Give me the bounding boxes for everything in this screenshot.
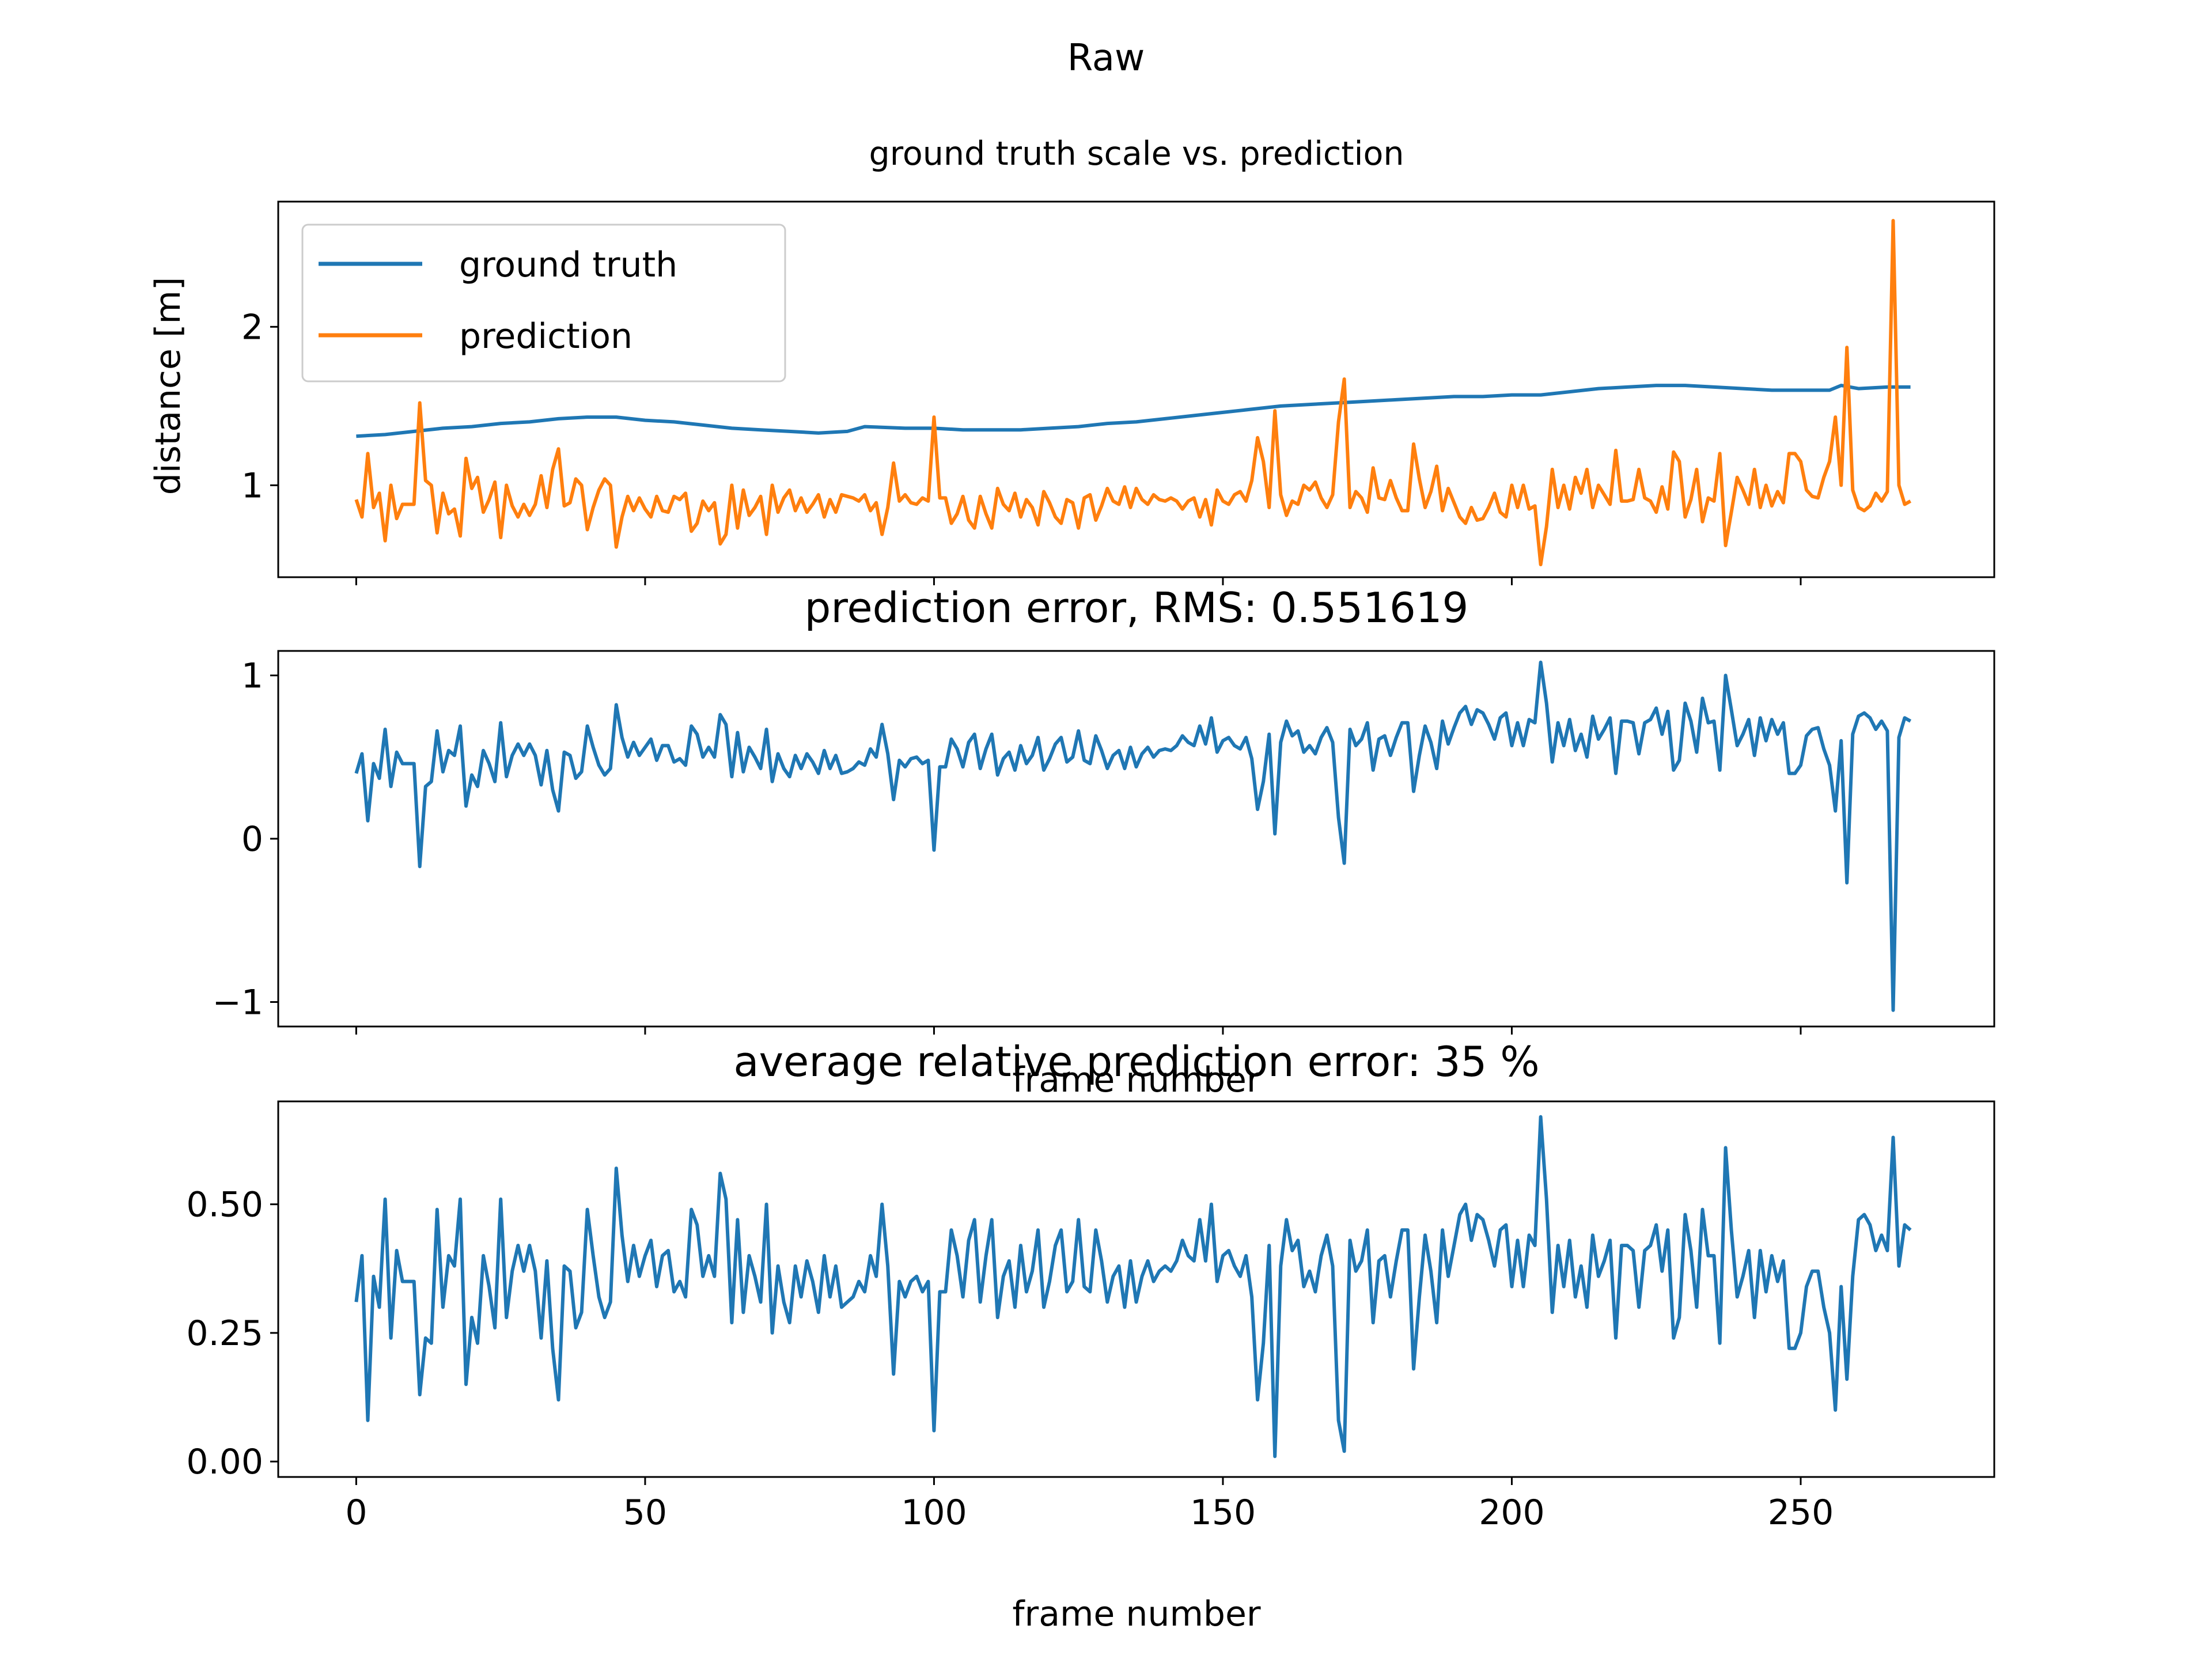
series-line-prediction xyxy=(354,219,1912,566)
y-tick-label: −1 xyxy=(213,982,263,1022)
y-tick-label: 0.00 xyxy=(186,1442,263,1482)
axes-frame xyxy=(277,650,1995,1028)
series-line-error xyxy=(354,1115,1912,1459)
x-tick-label: 250 xyxy=(1768,1493,1834,1533)
panel-scale-vs-prediction: ground truth scale vs. prediction 12 dis… xyxy=(148,135,1995,585)
series-lines xyxy=(354,1115,1912,1459)
axis-ticks: 12 xyxy=(241,307,1802,585)
y-tick-label: 0 xyxy=(241,819,263,859)
panel-prediction-error: −1 0 1 frame number prediction error, RMS:… xyxy=(213,584,1995,1100)
series-lines xyxy=(354,219,1912,566)
y-axis-label: distance [m] xyxy=(148,277,188,495)
x-axis-label: frame number xyxy=(1012,1594,1260,1634)
series-line-error xyxy=(354,660,1912,1012)
panel-title: ground truth scale vs. prediction xyxy=(869,135,1404,173)
axes-frame xyxy=(277,1100,1995,1478)
axis-ticks: −1 0 1 xyxy=(213,656,1802,1035)
figure-title: Raw xyxy=(1067,37,1145,79)
y-tick-label: 0.50 xyxy=(186,1185,263,1225)
legend: ground truth prediction xyxy=(301,224,786,382)
y-tick-label: 0.25 xyxy=(186,1313,263,1354)
series-lines xyxy=(354,660,1912,1012)
x-tick-label: 100 xyxy=(901,1493,967,1533)
y-tick-label: 1 xyxy=(241,465,263,506)
panel-relative-error: 0.00 0.25 0.50 0 50 100 150 200 250 frame number… xyxy=(186,1037,1995,1634)
axes-frame xyxy=(277,200,1995,578)
x-tick-label: 0 xyxy=(345,1493,367,1533)
y-tick-label: 2 xyxy=(241,307,263,347)
panel-title: average relative prediction error: 35 % xyxy=(733,1037,1539,1086)
series-line-ground-truth xyxy=(356,384,1911,438)
x-tick-label: 150 xyxy=(1190,1493,1256,1533)
legend-prediction-label: prediction xyxy=(459,316,632,357)
panel-title: prediction error, RMS: 0.551619 xyxy=(805,584,1469,632)
x-tick-label: 200 xyxy=(1479,1493,1545,1533)
legend-box xyxy=(301,224,786,382)
x-tick-label: 50 xyxy=(623,1493,667,1533)
axis-ticks: 0.00 0.25 0.50 0 50 100 150 200 250 xyxy=(186,1185,1834,1533)
y-tick-label: 1 xyxy=(241,656,263,696)
x-axis-label: frame number xyxy=(1012,1060,1260,1100)
legend-ground-truth-label: ground truth xyxy=(459,245,677,285)
